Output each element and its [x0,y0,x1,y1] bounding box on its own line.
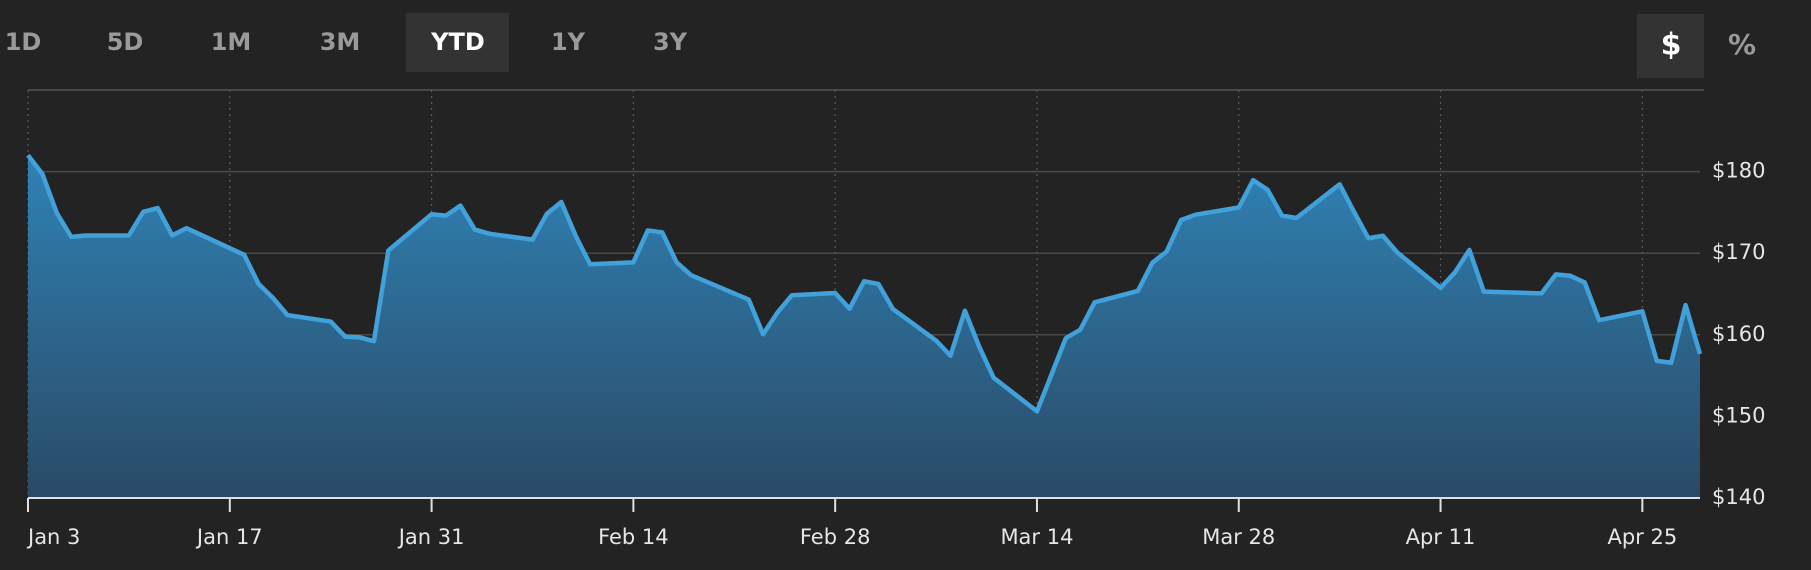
y-tick-label: $140 [1712,485,1765,509]
range-button[interactable]: 5D [107,28,144,56]
range-button[interactable]: YTD [430,28,485,56]
x-tick-label: Feb 14 [598,525,669,549]
selected-unit-bg [1637,14,1704,78]
range-button[interactable]: 3M [320,28,361,56]
y-tick-label: $150 [1712,403,1765,427]
range-button[interactable]: 3Y [653,28,688,56]
y-tick-label: $170 [1712,240,1765,264]
range-button[interactable]: 1M [211,28,252,56]
x-tick-label: Apr 11 [1406,525,1476,549]
area-fill [28,155,1700,498]
unit-button[interactable]: % [1728,28,1756,61]
x-tick-label: Jan 3 [26,525,80,549]
y-tick-label: $160 [1712,322,1765,346]
x-tick-label: Jan 31 [397,525,465,549]
x-tick-label: Feb 28 [800,525,871,549]
x-tick-label: Mar 14 [1000,525,1073,549]
unit-button[interactable]: $ [1661,28,1682,63]
price-line [26,153,1703,414]
x-tick-label: Mar 28 [1202,525,1275,549]
range-button[interactable]: 1Y [551,28,586,56]
selected-range-bg [406,13,509,72]
x-tick-label: Jan 17 [195,525,263,549]
x-tick-label: Apr 25 [1607,525,1677,549]
range-button[interactable]: 1D [5,28,42,56]
y-tick-label: $180 [1712,159,1765,183]
